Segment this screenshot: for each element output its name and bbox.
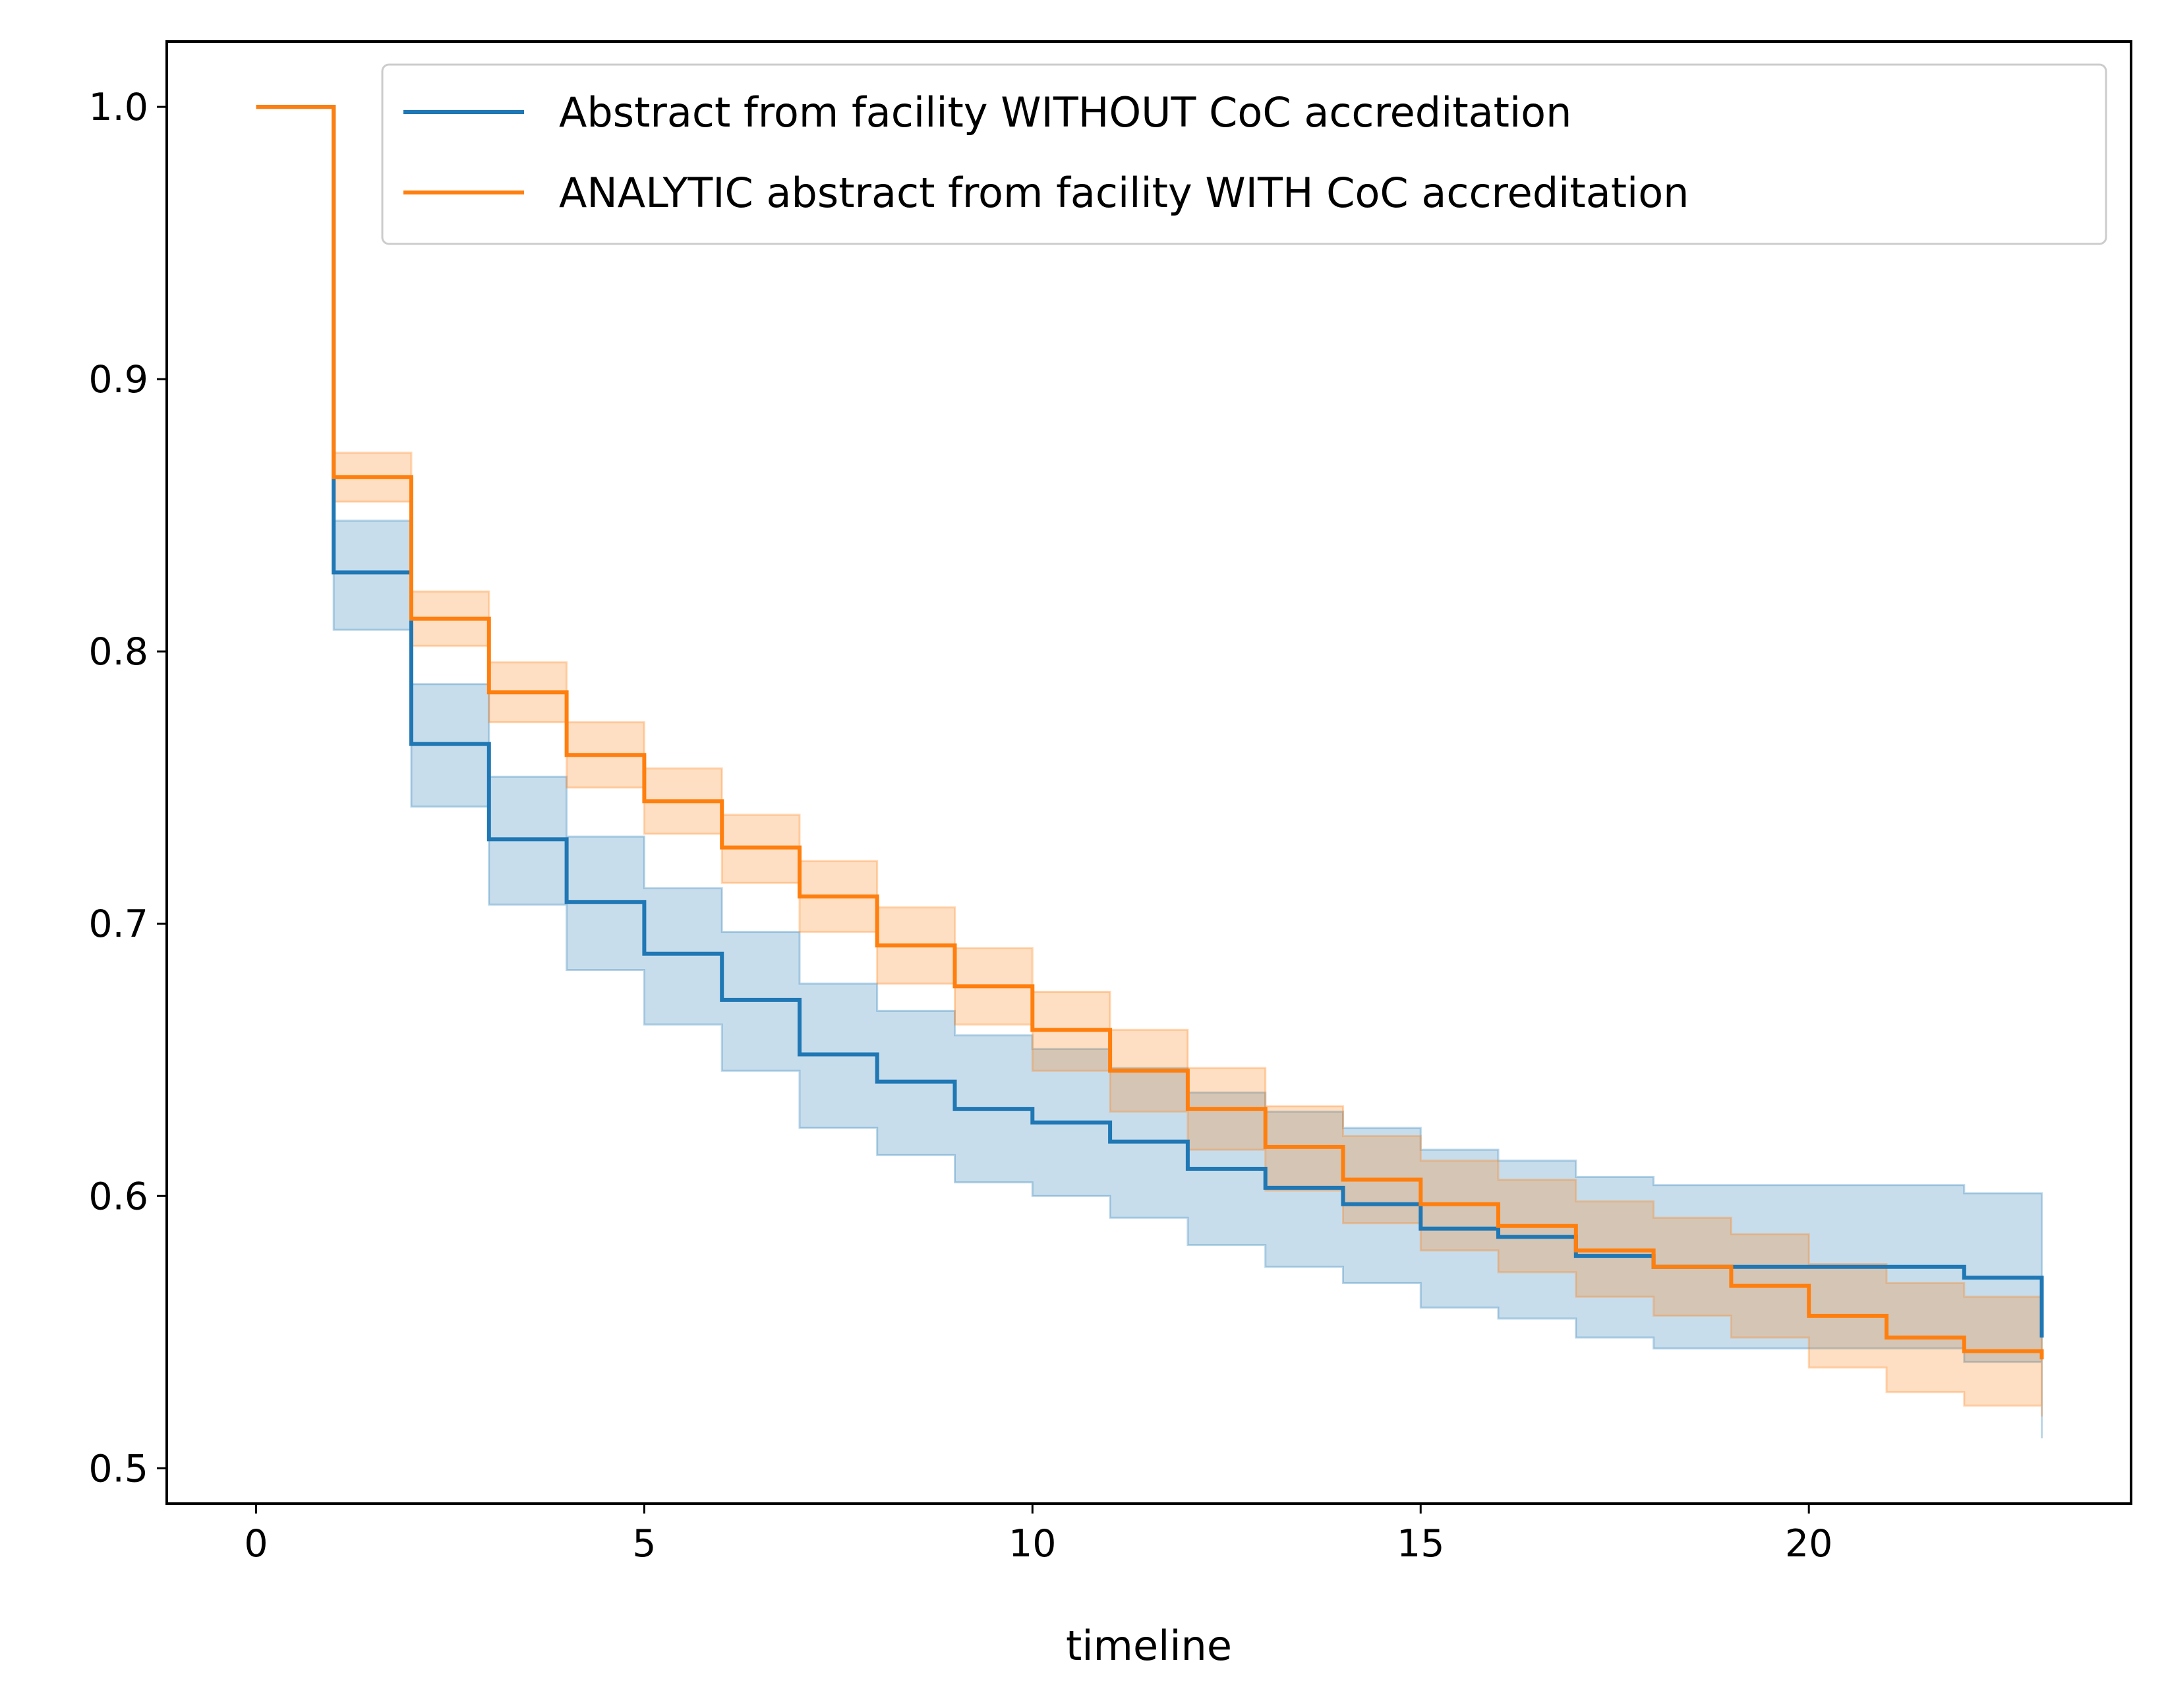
axes-frame xyxy=(165,40,2132,1505)
legend-label-1: ANALYTIC abstract from facility WITH CoC… xyxy=(559,169,1689,217)
x-tick-label: 0 xyxy=(244,1522,268,1566)
plot-layer xyxy=(256,105,2044,1438)
y-tick-label: 0.9 xyxy=(88,358,148,401)
x-tick-label: 15 xyxy=(1397,1522,1445,1566)
confidence-band-0 xyxy=(256,105,2043,1438)
series-line-1 xyxy=(256,105,2044,1360)
x-tick-label: 5 xyxy=(632,1522,656,1566)
legend-label-0: Abstract from facility WITHOUT CoC accre… xyxy=(559,88,1571,136)
confidence-band-1 xyxy=(256,105,2043,1417)
y-tick-label: 1.0 xyxy=(88,86,148,129)
x-axis-label: timeline xyxy=(1066,1622,1232,1670)
x-axis: 0 5 10 15 20 xyxy=(244,1504,1832,1566)
x-tick-label: 20 xyxy=(1785,1522,1833,1566)
x-tick-label: 10 xyxy=(1009,1522,1057,1566)
y-tick-label: 0.7 xyxy=(88,902,148,946)
y-axis: 0.5 0.6 0.7 0.8 0.9 1.0 xyxy=(88,86,167,1490)
y-tick-label: 0.5 xyxy=(88,1447,148,1490)
legend: Abstract from facility WITHOUT CoC accre… xyxy=(381,63,2107,245)
y-tick-label: 0.8 xyxy=(88,630,148,674)
y-tick-label: 0.6 xyxy=(88,1175,148,1218)
legend-frame xyxy=(381,63,2107,245)
